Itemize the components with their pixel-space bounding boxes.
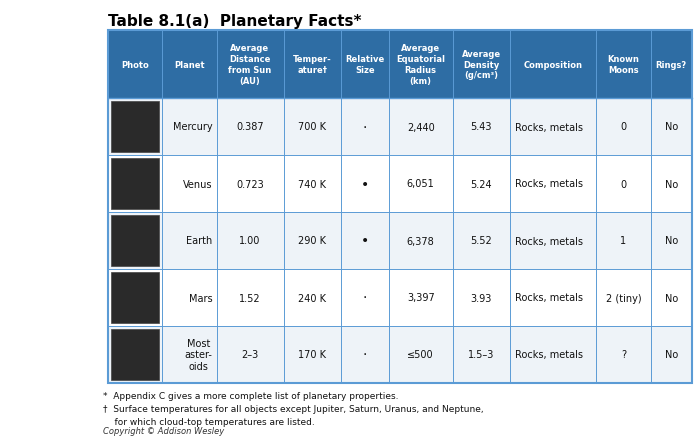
Text: ·: ·: [363, 120, 367, 134]
Text: 1: 1: [620, 236, 626, 246]
Text: 0: 0: [620, 122, 626, 132]
FancyBboxPatch shape: [111, 102, 159, 153]
Text: •: •: [361, 177, 369, 191]
Text: No: No: [665, 293, 678, 303]
Text: †  Surface temperatures for all objects except Jupiter, Saturn, Uranus, and Nept: † Surface temperatures for all objects e…: [103, 404, 484, 413]
Text: Earth: Earth: [186, 236, 212, 246]
FancyBboxPatch shape: [108, 212, 692, 269]
Text: •: •: [361, 234, 369, 248]
Text: ·: ·: [363, 348, 367, 362]
Text: Composition: Composition: [524, 60, 583, 69]
FancyBboxPatch shape: [108, 326, 692, 383]
Text: for which cloud-top temperatures are listed.: for which cloud-top temperatures are lis…: [103, 417, 315, 426]
Text: Temper-
ature†: Temper- ature†: [293, 55, 331, 75]
Text: Rocks, metals: Rocks, metals: [515, 350, 583, 360]
Text: Rocks, metals: Rocks, metals: [515, 122, 583, 132]
Text: Venus: Venus: [183, 179, 212, 189]
Text: 290 K: 290 K: [298, 236, 326, 246]
Text: Copyright © Addison Wesley: Copyright © Addison Wesley: [103, 426, 224, 435]
Text: Planet: Planet: [174, 60, 205, 69]
Text: Rocks, metals: Rocks, metals: [515, 293, 583, 303]
Text: Relative
Size: Relative Size: [345, 55, 384, 75]
FancyBboxPatch shape: [108, 31, 692, 99]
FancyBboxPatch shape: [108, 99, 692, 155]
Text: Mercury: Mercury: [173, 122, 212, 132]
Text: 1.00: 1.00: [239, 236, 261, 246]
Text: 5.24: 5.24: [470, 179, 492, 189]
FancyBboxPatch shape: [108, 155, 692, 212]
Text: 6,378: 6,378: [407, 236, 435, 246]
Text: 5.43: 5.43: [470, 122, 492, 132]
Text: No: No: [665, 179, 678, 189]
Text: Rocks, metals: Rocks, metals: [515, 236, 583, 246]
Text: No: No: [665, 122, 678, 132]
Text: 1.52: 1.52: [239, 293, 261, 303]
Text: Average
Distance
from Sun
(AU): Average Distance from Sun (AU): [229, 44, 272, 85]
Text: Average
Equatorial
Radius
(km): Average Equatorial Radius (km): [396, 44, 445, 85]
Text: *  Appendix C gives a more complete list of planetary properties.: * Appendix C gives a more complete list …: [103, 391, 398, 400]
Text: 2 (tiny): 2 (tiny): [605, 293, 641, 303]
Text: Rings?: Rings?: [656, 60, 687, 69]
Text: ≤500: ≤500: [408, 350, 434, 360]
Text: Photo: Photo: [121, 60, 149, 69]
FancyBboxPatch shape: [111, 272, 159, 323]
Text: No: No: [665, 350, 678, 360]
Text: 5.52: 5.52: [470, 236, 492, 246]
Text: Known
Moons: Known Moons: [607, 55, 640, 75]
Text: 0.723: 0.723: [236, 179, 264, 189]
Text: 0.387: 0.387: [236, 122, 264, 132]
Text: 740 K: 740 K: [298, 179, 326, 189]
FancyBboxPatch shape: [111, 159, 159, 209]
Text: 1.5–3: 1.5–3: [468, 350, 495, 360]
Text: ?: ?: [621, 350, 626, 360]
Text: 240 K: 240 K: [298, 293, 326, 303]
Text: Most
aster-
oids: Most aster- oids: [185, 338, 212, 371]
Text: Average
Density
(g/cm³): Average Density (g/cm³): [462, 49, 501, 80]
Text: 3,397: 3,397: [407, 293, 435, 303]
Text: 700 K: 700 K: [298, 122, 326, 132]
Text: Rocks, metals: Rocks, metals: [515, 179, 583, 189]
Text: 2,440: 2,440: [407, 122, 435, 132]
Text: Table 8.1(a)  Planetary Facts*: Table 8.1(a) Planetary Facts*: [108, 14, 361, 29]
FancyBboxPatch shape: [108, 269, 692, 326]
FancyBboxPatch shape: [111, 329, 159, 380]
Text: ·: ·: [363, 291, 367, 305]
Text: 2–3: 2–3: [241, 350, 259, 360]
Text: 3.93: 3.93: [470, 293, 492, 303]
Text: 6,051: 6,051: [407, 179, 435, 189]
Text: 0: 0: [620, 179, 626, 189]
Text: No: No: [665, 236, 678, 246]
Text: 170 K: 170 K: [298, 350, 326, 360]
Text: Mars: Mars: [189, 293, 212, 303]
FancyBboxPatch shape: [111, 215, 159, 266]
